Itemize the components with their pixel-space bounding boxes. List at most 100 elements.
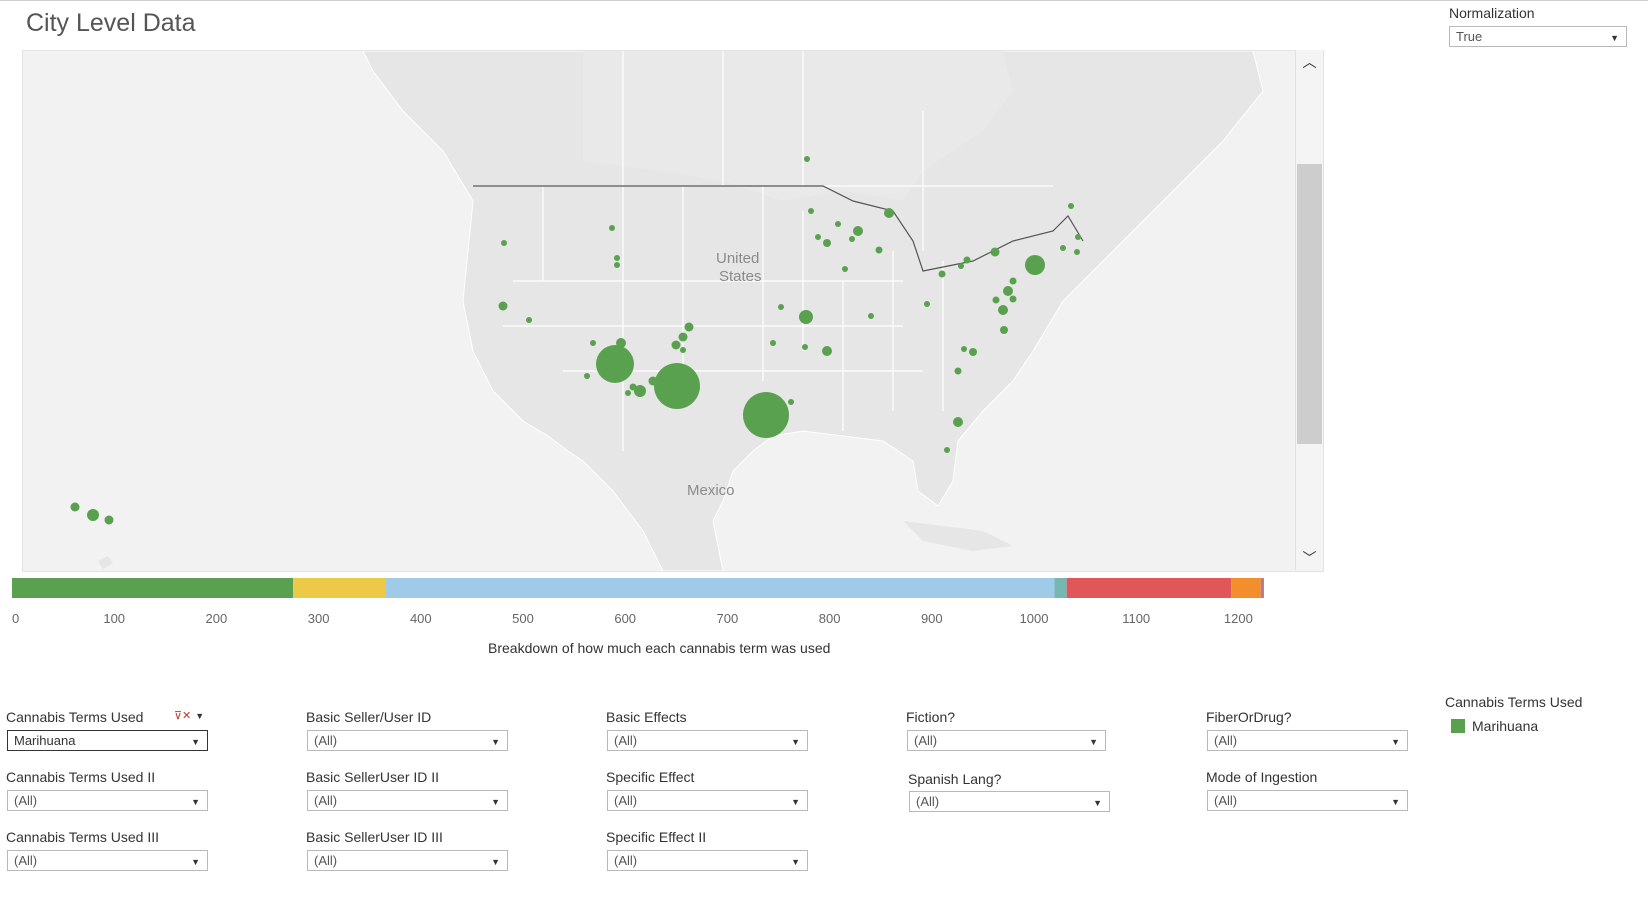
filter-terms3-dropdown[interactable]: (All) ▼ [7, 850, 208, 871]
filter-seller2-value: (All) [314, 793, 338, 808]
legend-swatch[interactable] [1451, 719, 1465, 733]
city-bubble [842, 266, 848, 272]
axis-tick-label: 100 [103, 611, 126, 626]
chevron-down-icon[interactable]: ﹀ [1302, 550, 1317, 566]
filter-effects-dropdown[interactable]: (All) ▼ [607, 730, 808, 751]
axis-tick-label: 1000 [1019, 611, 1049, 626]
city-bubble [992, 296, 1000, 304]
dropdown-arrow-icon: ▼ [1391, 737, 1400, 747]
land-cuba [903, 521, 1013, 551]
filter-seller3-dropdown[interactable]: (All) ▼ [307, 850, 508, 871]
filter-label-ingestion: Mode of Ingestion [1206, 769, 1318, 785]
filter-fiction-dropdown[interactable]: (All) ▼ [907, 730, 1106, 751]
city-bubble [953, 417, 963, 427]
axis-tick-label: 200 [205, 611, 228, 626]
axis-tick-label: 700 [716, 611, 739, 626]
city-bubble [770, 340, 776, 346]
bar-segment[interactable] [1054, 578, 1067, 598]
city-bubble [1068, 203, 1074, 209]
city-bubble [868, 313, 874, 319]
filter-terms3-value: (All) [14, 853, 38, 868]
legend-title: Cannabis Terms Used [1445, 694, 1583, 710]
filter-terms2-dropdown[interactable]: (All) ▼ [7, 790, 208, 811]
filter-ingestion-value: (All) [1214, 793, 1238, 808]
city-bubble [680, 347, 686, 353]
city-bubble [835, 221, 841, 227]
bar-segment[interactable] [293, 578, 386, 598]
filter-seller2-dropdown[interactable]: (All) ▼ [307, 790, 508, 811]
city-bubble [678, 332, 688, 342]
filter-ingestion-dropdown[interactable]: (All) ▼ [1207, 790, 1408, 811]
bar-segment[interactable] [385, 578, 1055, 598]
bar-segment[interactable] [12, 578, 294, 598]
filter-specific1-dropdown[interactable]: (All) ▼ [607, 790, 808, 811]
chevron-up-icon[interactable]: ︿ [1302, 54, 1317, 70]
city-bubble [958, 263, 964, 269]
city-bubble [802, 344, 808, 350]
city-bubble [944, 447, 950, 453]
scroll-thumb[interactable] [1297, 164, 1322, 444]
bar-segment[interactable] [1066, 578, 1232, 598]
dropdown-arrow-icon: ▼ [1391, 797, 1400, 807]
axis-tick-label: 300 [307, 611, 330, 626]
filter-label-seller1: Basic Seller/User ID [306, 709, 432, 725]
city-bubble [616, 338, 626, 348]
city-bubble [808, 208, 814, 214]
filter-terms1-value: Marihuana [14, 733, 76, 748]
city-bubble [998, 305, 1008, 315]
axis-tick-label: 500 [512, 611, 534, 626]
axis-tick-label: 1100 [1122, 611, 1151, 626]
filter-spanish-dropdown[interactable]: (All) ▼ [909, 791, 1110, 812]
city-bubble [1009, 295, 1017, 303]
filter-spanish-value: (All) [916, 794, 940, 809]
filter-label-terms2: Cannabis Terms Used II [6, 769, 156, 785]
normalization-value: True [1456, 29, 1483, 44]
filter-seller1-value: (All) [314, 733, 338, 748]
filter-terms2-value: (All) [14, 793, 38, 808]
filter-fiber-dropdown[interactable]: (All) ▼ [1207, 730, 1408, 751]
city-bubble [1074, 249, 1080, 255]
city-bubble [1009, 277, 1017, 285]
axis-tick-label: 400 [409, 611, 432, 626]
city-bubble [1025, 255, 1045, 275]
city-bubble [1000, 326, 1008, 334]
filter-specific2-dropdown[interactable]: (All) ▼ [607, 850, 808, 871]
bar-caption: Breakdown of how much each cannabis term… [488, 640, 831, 656]
normalization-label: Normalization [1449, 5, 1535, 21]
filter-menu-arrow-icon[interactable]: ▼ [195, 711, 205, 721]
filter-label-specific2: Specific Effect II [606, 829, 707, 845]
city-bubble [938, 270, 946, 278]
dropdown-arrow-icon: ▼ [491, 857, 500, 867]
city-bubble [969, 348, 977, 356]
normalization-dropdown[interactable]: True ▼ [1449, 26, 1627, 47]
city-bubble [70, 502, 80, 512]
filter-label-fiction: Fiction? [906, 709, 956, 725]
city-bubble [625, 390, 631, 396]
dropdown-arrow-icon: ▼ [191, 737, 200, 747]
bar-segment[interactable] [1260, 578, 1264, 598]
legend-item-marihuana[interactable]: Marihuana [1472, 718, 1539, 734]
filter-seller1-dropdown[interactable]: (All) ▼ [307, 730, 508, 751]
top-divider [0, 0, 1648, 1]
filter-effects-value: (All) [614, 733, 638, 748]
city-bubble [648, 376, 658, 386]
map-scrollbar[interactable]: ︿ ﹀ [1295, 50, 1323, 570]
land-north-america [362, 51, 1264, 571]
filter-label-effects: Basic Effects [606, 709, 687, 725]
filter-terms1-dropdown[interactable]: Marihuana ▼ [7, 730, 208, 751]
filter-label-terms3: Cannabis Terms Used III [6, 829, 160, 845]
filter-fiction-value: (All) [914, 733, 938, 748]
bar-segment[interactable] [1231, 578, 1261, 598]
filter-label-fiber: FiberOrDrug? [1206, 709, 1292, 725]
filter-specific2-value: (All) [614, 853, 638, 868]
city-map[interactable]: United States Mexico [22, 50, 1324, 572]
city-bubble [990, 247, 1000, 257]
city-bubble [1003, 286, 1013, 296]
filter-label-seller2: Basic SellerUser ID II [306, 769, 440, 785]
filter-clear-icon[interactable]: ⊽✕ ▼ [174, 710, 205, 722]
dropdown-arrow-icon: ▼ [791, 857, 800, 867]
city-bubble [788, 399, 794, 405]
axis-tick-label: 800 [818, 611, 841, 626]
city-bubble [87, 509, 99, 521]
dropdown-arrow-icon: ▼ [191, 797, 200, 807]
